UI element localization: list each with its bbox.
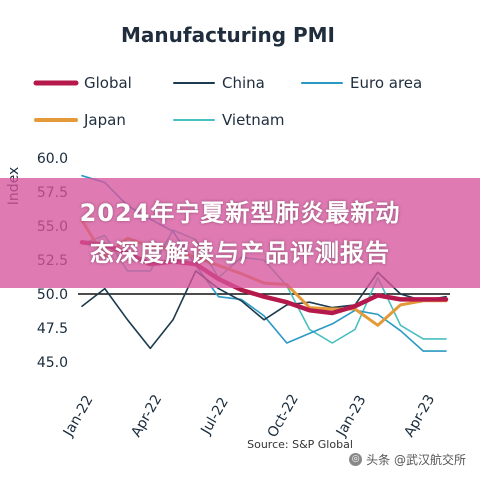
legend-label-euro-area: Euro area bbox=[350, 74, 422, 92]
y-tick-label: 47.5 bbox=[37, 321, 68, 337]
watermark-text: 头条 @武汉航交所 bbox=[366, 453, 466, 467]
x-tick-label: Jul-22 bbox=[198, 395, 232, 438]
source-note: Source: S&P Global bbox=[247, 438, 353, 451]
banner-line-1: 2024年宁夏新型肺炎最新动 bbox=[79, 199, 401, 227]
legend-label-japan: Japan bbox=[83, 111, 126, 129]
x-tick-label: Jan-23 bbox=[333, 393, 370, 440]
x-tick-label: Apr-22 bbox=[128, 392, 165, 440]
legend-label-vietnam: Vietnam bbox=[222, 111, 285, 129]
x-axis-ticks: Jan-22 Apr-22 Jul-22 Oct-22 Jan-23 Apr-23 bbox=[60, 392, 438, 441]
x-tick-label: Oct-22 bbox=[265, 392, 302, 441]
overlay-banner: 2024年宁夏新型肺炎最新动 态深度解读与产品评测报告 bbox=[0, 178, 480, 288]
y-tick-label: 60.0 bbox=[37, 151, 68, 167]
legend-label-china: China bbox=[222, 74, 265, 92]
x-tick-label: Apr-23 bbox=[401, 392, 438, 440]
watermark-icon: ◎ bbox=[349, 453, 363, 466]
y-tick-label: 45.0 bbox=[37, 355, 68, 371]
chart-title: Manufacturing PMI bbox=[121, 23, 335, 47]
banner-line-2: 态深度解读与产品评测报告 bbox=[90, 239, 390, 267]
y-tick-label: 50.0 bbox=[37, 287, 68, 303]
x-tick-label: Jan-22 bbox=[60, 393, 97, 440]
watermark: ◎ 头条 @武汉航交所 bbox=[349, 451, 466, 468]
legend-label-global: Global bbox=[84, 74, 132, 92]
legend: Global China Euro area Japan Vietnam bbox=[33, 74, 422, 129]
